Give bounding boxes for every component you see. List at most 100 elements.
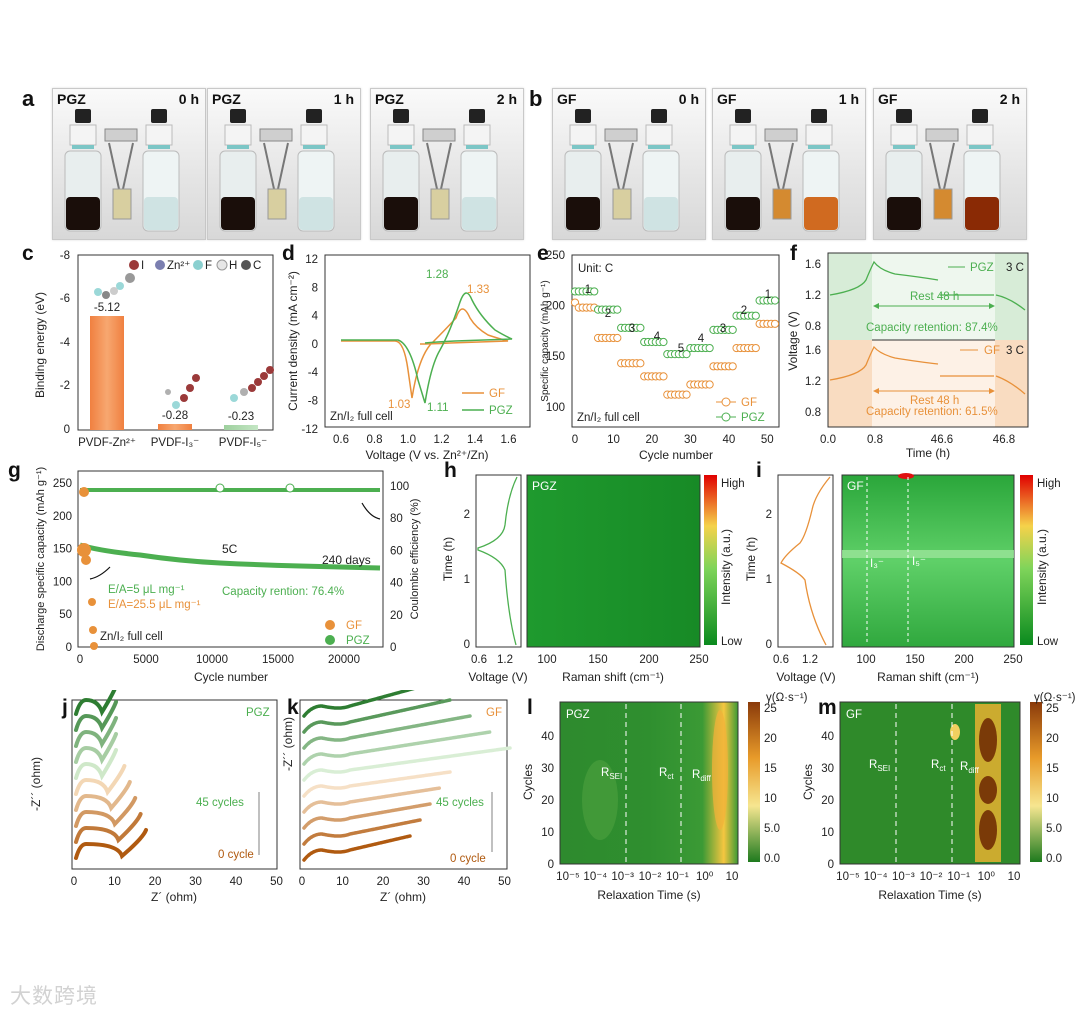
i-cbar-label: Intensity (a.u.) [1035, 529, 1049, 605]
k-ylabel: -Z´´ (ohm) [281, 717, 295, 771]
m-xtick: 10⁻⁵ [836, 871, 860, 883]
photo-time: 0 h [178, 91, 199, 107]
f-xlabel: Time (h) [906, 446, 950, 460]
g-rate: 5C [222, 542, 238, 556]
h-xlabel2: Raman shift (cm⁻¹) [562, 670, 664, 684]
i-voltage-curve [780, 476, 831, 646]
photo-tag: GF [717, 91, 737, 107]
l-tag: PGZ [566, 709, 590, 721]
g-xtick: 20000 [328, 654, 360, 666]
i-xlabel2: Raman shift (cm⁻¹) [877, 670, 979, 684]
e-ytick: 200 [546, 301, 565, 313]
k-nyquist-curve [302, 746, 512, 782]
m-ytick: 10 [821, 827, 834, 839]
e-xlabel: Cycle number [639, 448, 713, 462]
g-ytick: 150 [53, 544, 72, 556]
i-xtick2: 100 [856, 654, 875, 666]
g-xtick: 15000 [262, 654, 294, 666]
m-xlabel: Relaxation Time (s) [878, 888, 981, 902]
e-ytick: 150 [546, 351, 565, 363]
panel-label-c: c [22, 242, 34, 265]
f-top-rate: 3 C [1006, 262, 1024, 274]
h-xtick2: 200 [639, 654, 658, 666]
panel-label-g: g [8, 459, 21, 482]
f-ytick: 1.6 [805, 259, 821, 271]
e-rate-label: 4 [654, 331, 661, 343]
l-ytick: 10 [541, 827, 554, 839]
panel-f: f PGZ 3 C Rest 48 h Capacity retention: … [786, 242, 1029, 460]
i-high: High [1037, 478, 1061, 490]
d-xtick: 1.0 [400, 434, 416, 446]
g-xtick: 10000 [196, 654, 228, 666]
k-nyquist-curve [302, 802, 432, 830]
panel-label-b: b [529, 86, 543, 111]
j-xtick: 0 [71, 876, 77, 888]
c-bar-value: -0.28 [162, 410, 188, 422]
f-top-name: PGZ [970, 262, 994, 274]
g-xtick: 5000 [133, 654, 159, 666]
g-xtick: 0 [77, 654, 83, 666]
svg-text:Zn²⁺: Zn²⁺ [167, 260, 190, 272]
g-y2tick: 80 [390, 513, 403, 525]
j-nyquist-curve [74, 796, 138, 828]
j-xtick: 40 [230, 876, 243, 888]
i-ytick: 2 [766, 509, 772, 521]
m-cbar-label: γ(Ω·s⁻¹) [1034, 692, 1076, 704]
c-bar-value: -5.12 [94, 302, 120, 314]
k-xtick: 0 [299, 876, 305, 888]
h-cell-icon [382, 109, 498, 232]
c-bar-zn [90, 316, 124, 430]
g-retention: Capacity rention: 76.4% [222, 586, 344, 598]
photo-pgz-1: PGZ 1 h [207, 88, 361, 240]
e-pgz-point [613, 305, 622, 314]
photo-time: 2 h [496, 91, 517, 107]
l-xlabel: Relaxation Time (s) [597, 888, 700, 902]
f-xtick: 0.0 [820, 434, 836, 446]
k-xtick: 10 [336, 876, 349, 888]
j-nyquist-curve [74, 828, 148, 860]
g-ytick: 50 [59, 609, 72, 621]
photo-time: 1 h [838, 91, 859, 107]
l-ctick: 0.0 [764, 853, 780, 865]
f-gf-curve [829, 345, 1026, 395]
i-ytick: 1 [766, 574, 772, 586]
j-xtick: 20 [149, 876, 162, 888]
watermark: 大数跨境 [10, 985, 98, 1008]
photo-time: 1 h [333, 91, 354, 107]
e-legend-gf: GF [741, 397, 757, 409]
molecule-icon [94, 273, 274, 409]
j-tag: PGZ [246, 707, 270, 719]
d-peak: 1.03 [388, 399, 410, 411]
l-colorbar [748, 702, 760, 862]
e-gf-point [636, 359, 645, 368]
d-legend-gf: GF [489, 388, 505, 400]
f-bottom-rest: Rest 48 h [910, 395, 959, 407]
e-gf-point [705, 380, 714, 389]
e-rate-label: 5 [678, 343, 684, 355]
j-top: 45 cycles [196, 797, 244, 809]
photo-tag: PGZ [57, 91, 86, 107]
panel-label-i: i [756, 459, 762, 482]
e-pgz-point [770, 296, 780, 305]
photo-tag: GF [557, 91, 577, 107]
j-xtick: 50 [270, 876, 283, 888]
k-xtick: 20 [377, 876, 390, 888]
e-xtick: 30 [684, 434, 697, 446]
photo-time: 2 h [999, 91, 1020, 107]
panel-label-l: l [527, 696, 533, 719]
l-rsei: RSEI [601, 767, 622, 781]
svg-text:H: H [229, 260, 237, 272]
l-ytick: 40 [541, 731, 554, 743]
d-ytick: 8 [312, 282, 318, 294]
d-peak: 1.11 [427, 402, 449, 414]
g-ytick: 0 [66, 642, 72, 654]
e-gf-point [659, 372, 668, 381]
h-xtick2: 150 [588, 654, 607, 666]
e-rate-label: 1 [765, 289, 771, 301]
svg-text:C: C [253, 260, 261, 272]
m-ctick: 10 [1046, 793, 1059, 805]
e-rate-label: 2 [741, 305, 747, 317]
e-ytick: 250 [546, 250, 565, 262]
g-xlabel: Cycle number [194, 670, 268, 684]
e-gf-point [751, 343, 760, 353]
